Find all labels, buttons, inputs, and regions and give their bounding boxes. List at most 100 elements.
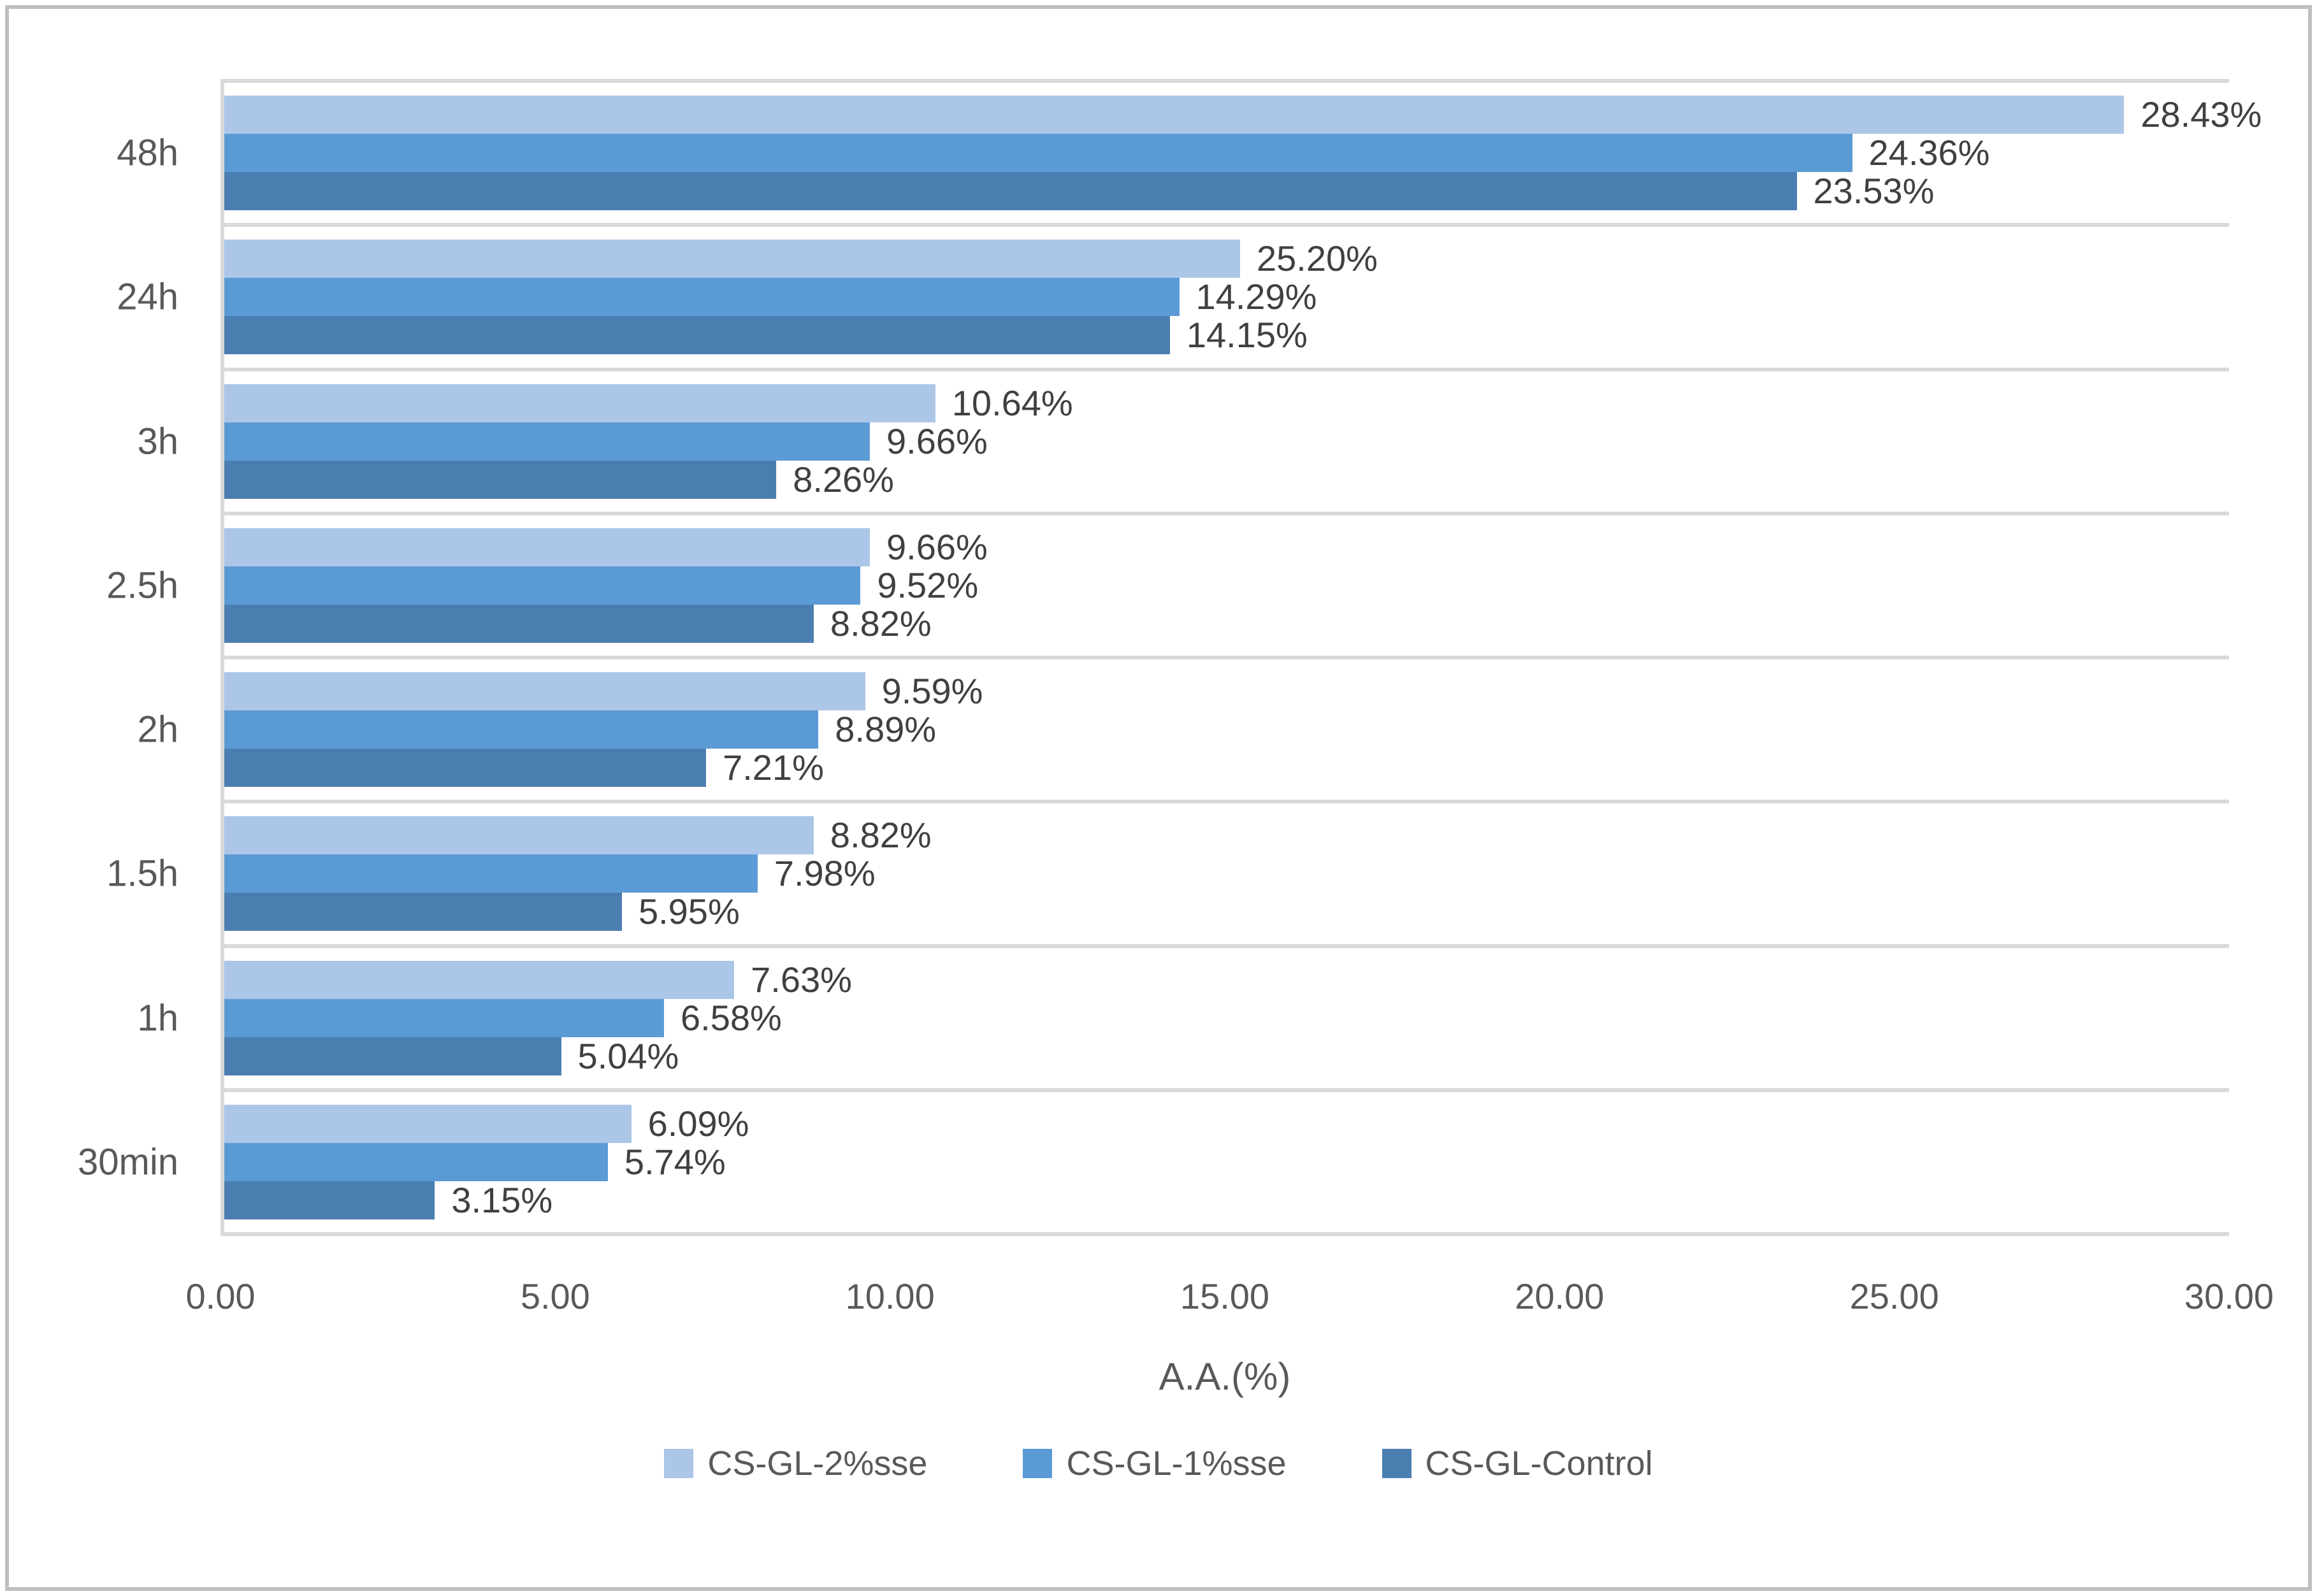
bar-group: 9.66% 9.52% 8.82%: [224, 528, 2229, 643]
bar-group: 8.82% 7.98% 5.95%: [224, 816, 2229, 931]
bar-line: 9.66%: [224, 422, 2229, 461]
bar-cs-gl-2-sse: [224, 960, 735, 999]
category-label: 30min: [78, 1141, 178, 1183]
bar-line: 9.66%: [224, 528, 2229, 566]
bar-cs-gl-1-sse: [224, 134, 1852, 173]
data-label: 7.98%: [774, 853, 876, 894]
bar-line: 7.98%: [224, 854, 2229, 893]
bar-line: 9.59%: [224, 671, 2229, 712]
bar-cs-gl-1-sse: [224, 422, 870, 461]
bar-line: 8.82%: [224, 603, 2229, 643]
data-label: 24.36%: [1868, 133, 1990, 173]
bar-cs-gl-1-sse: [224, 278, 1180, 317]
bar-line: 5.95%: [224, 893, 2229, 931]
bar-cs-gl-1-sse: [224, 566, 861, 605]
data-label: 9.59%: [881, 671, 983, 712]
category-row: 1.5h 8.82% 7.98% 5.95%: [106, 803, 2229, 948]
bar-line: 6.09%: [224, 1103, 2229, 1144]
legend-item: CS-GL-2%sse: [664, 1444, 927, 1483]
bar-cs-gl-1-sse: [224, 854, 758, 893]
data-label: 25.20%: [1256, 238, 1378, 279]
data-label: 8.82%: [830, 815, 932, 856]
bar-line: 5.04%: [224, 1037, 2229, 1075]
data-label: 6.09%: [647, 1103, 749, 1144]
x-tick-label: 5.00: [520, 1276, 590, 1316]
data-label: 9.66%: [886, 421, 988, 461]
bar-line: 14.29%: [224, 277, 2229, 317]
legend: CS-GL-2%sse CS-GL-1%sse CS-GL-Control: [9, 1444, 2308, 1483]
bar-line: 9.52%: [224, 566, 2229, 605]
bar-cs-gl-control: [224, 1181, 435, 1219]
bar-line: 23.53%: [224, 171, 2229, 212]
data-label: 9.52%: [877, 564, 979, 605]
legend-swatch-icon: [664, 1449, 694, 1478]
bar-cs-gl-2-sse: [224, 1104, 632, 1143]
x-tick-label: 0.00: [185, 1276, 256, 1316]
bar-cs-gl-control: [224, 316, 1170, 355]
chart-frame: 48h 28.43% 24.36% 23.53% 24h 25.20% 14.29% 14.1…: [5, 5, 2312, 1591]
data-label: 6.58%: [681, 997, 782, 1038]
bar-group: 10.64% 9.66% 8.26%: [224, 384, 2229, 499]
bar-line: 24.36%: [224, 133, 2229, 173]
category-label: 2h: [137, 708, 178, 751]
x-tick-label: 15.00: [1180, 1276, 1270, 1316]
data-label: 8.82%: [830, 603, 932, 643]
bar-line: 10.64%: [224, 384, 2229, 422]
data-label: 3.15%: [451, 1179, 553, 1220]
data-label: 14.29%: [1195, 277, 1317, 317]
data-label: 9.66%: [886, 526, 988, 567]
category-row: 2.5h 9.66% 9.52% 8.82%: [106, 515, 2229, 659]
bar-line: 3.15%: [224, 1181, 2229, 1219]
legend-swatch-icon: [1023, 1449, 1053, 1478]
data-label: 23.53%: [1813, 171, 1935, 212]
bar-cs-gl-1-sse: [224, 1142, 608, 1181]
bar-line: 5.74%: [224, 1141, 2229, 1182]
x-tick-label: 10.00: [845, 1276, 935, 1316]
category-label: 2.5h: [106, 564, 178, 607]
x-axis-ticks: 0.00 5.00 10.00 15.00 20.00 25.00 30.00: [186, 1276, 2274, 1320]
x-axis-title: A.A.(%): [1158, 1355, 1291, 1398]
legend-label: CS-GL-Control: [1425, 1444, 1653, 1483]
x-tick-label: 25.00: [1849, 1276, 1939, 1316]
legend-label: CS-GL-2%sse: [707, 1444, 928, 1483]
category-row: 48h 28.43% 24.36% 23.53%: [117, 83, 2262, 227]
bar-line: 7.21%: [224, 749, 2229, 787]
bar-cs-gl-control: [224, 172, 1797, 211]
category-row: 3h 10.64% 9.66% 8.26%: [137, 371, 2229, 515]
category-label: 48h: [117, 132, 178, 174]
bar-cs-gl-1-sse: [224, 998, 665, 1037]
data-label: 7.21%: [723, 747, 824, 788]
bar-group: 7.63% 6.58% 5.04%: [224, 959, 2229, 1075]
data-label: 8.89%: [835, 709, 937, 750]
legend-item: CS-GL-1%sse: [1023, 1444, 1287, 1483]
category-label: 24h: [117, 276, 178, 318]
bar-line: 6.58%: [224, 997, 2229, 1038]
bar-cs-gl-control: [224, 749, 707, 787]
bar-group: 25.20% 14.29% 14.15%: [224, 240, 2229, 355]
legend-item: CS-GL-Control: [1382, 1444, 1653, 1483]
bar-line: 7.63%: [224, 959, 2229, 1000]
bar-line: 8.26%: [224, 460, 2229, 499]
bar-cs-gl-2-sse: [224, 816, 814, 855]
bar-cs-gl-control: [224, 1037, 561, 1075]
data-label: 7.63%: [751, 959, 852, 1000]
bar-line: 25.20%: [224, 240, 2229, 278]
category-row: 24h 25.20% 14.29% 14.15%: [117, 227, 2229, 371]
bar-cs-gl-2-sse: [224, 672, 865, 711]
bar-cs-gl-2-sse: [224, 96, 2125, 134]
bar-line: 14.15%: [224, 316, 2229, 355]
category-row: 2h 9.59% 8.89% 7.21%: [137, 659, 2229, 804]
bar-cs-gl-2-sse: [224, 240, 1240, 278]
bar-cs-gl-2-sse: [224, 528, 870, 566]
bar-group: 9.59% 8.89% 7.21%: [224, 672, 2229, 787]
plot-area: 48h 28.43% 24.36% 23.53% 24h 25.20% 14.29% 14.1…: [78, 79, 2262, 1236]
category-label: 1.5h: [106, 852, 178, 895]
bar-cs-gl-1-sse: [224, 710, 819, 749]
bar-cs-gl-control: [224, 460, 777, 499]
data-label: 5.74%: [624, 1141, 726, 1182]
bar-group: 6.09% 5.74% 3.15%: [224, 1103, 2229, 1219]
bar-cs-gl-control: [224, 893, 622, 931]
data-label: 5.04%: [577, 1035, 679, 1076]
category-label: 1h: [137, 997, 178, 1039]
bar-line: 8.82%: [224, 815, 2229, 856]
